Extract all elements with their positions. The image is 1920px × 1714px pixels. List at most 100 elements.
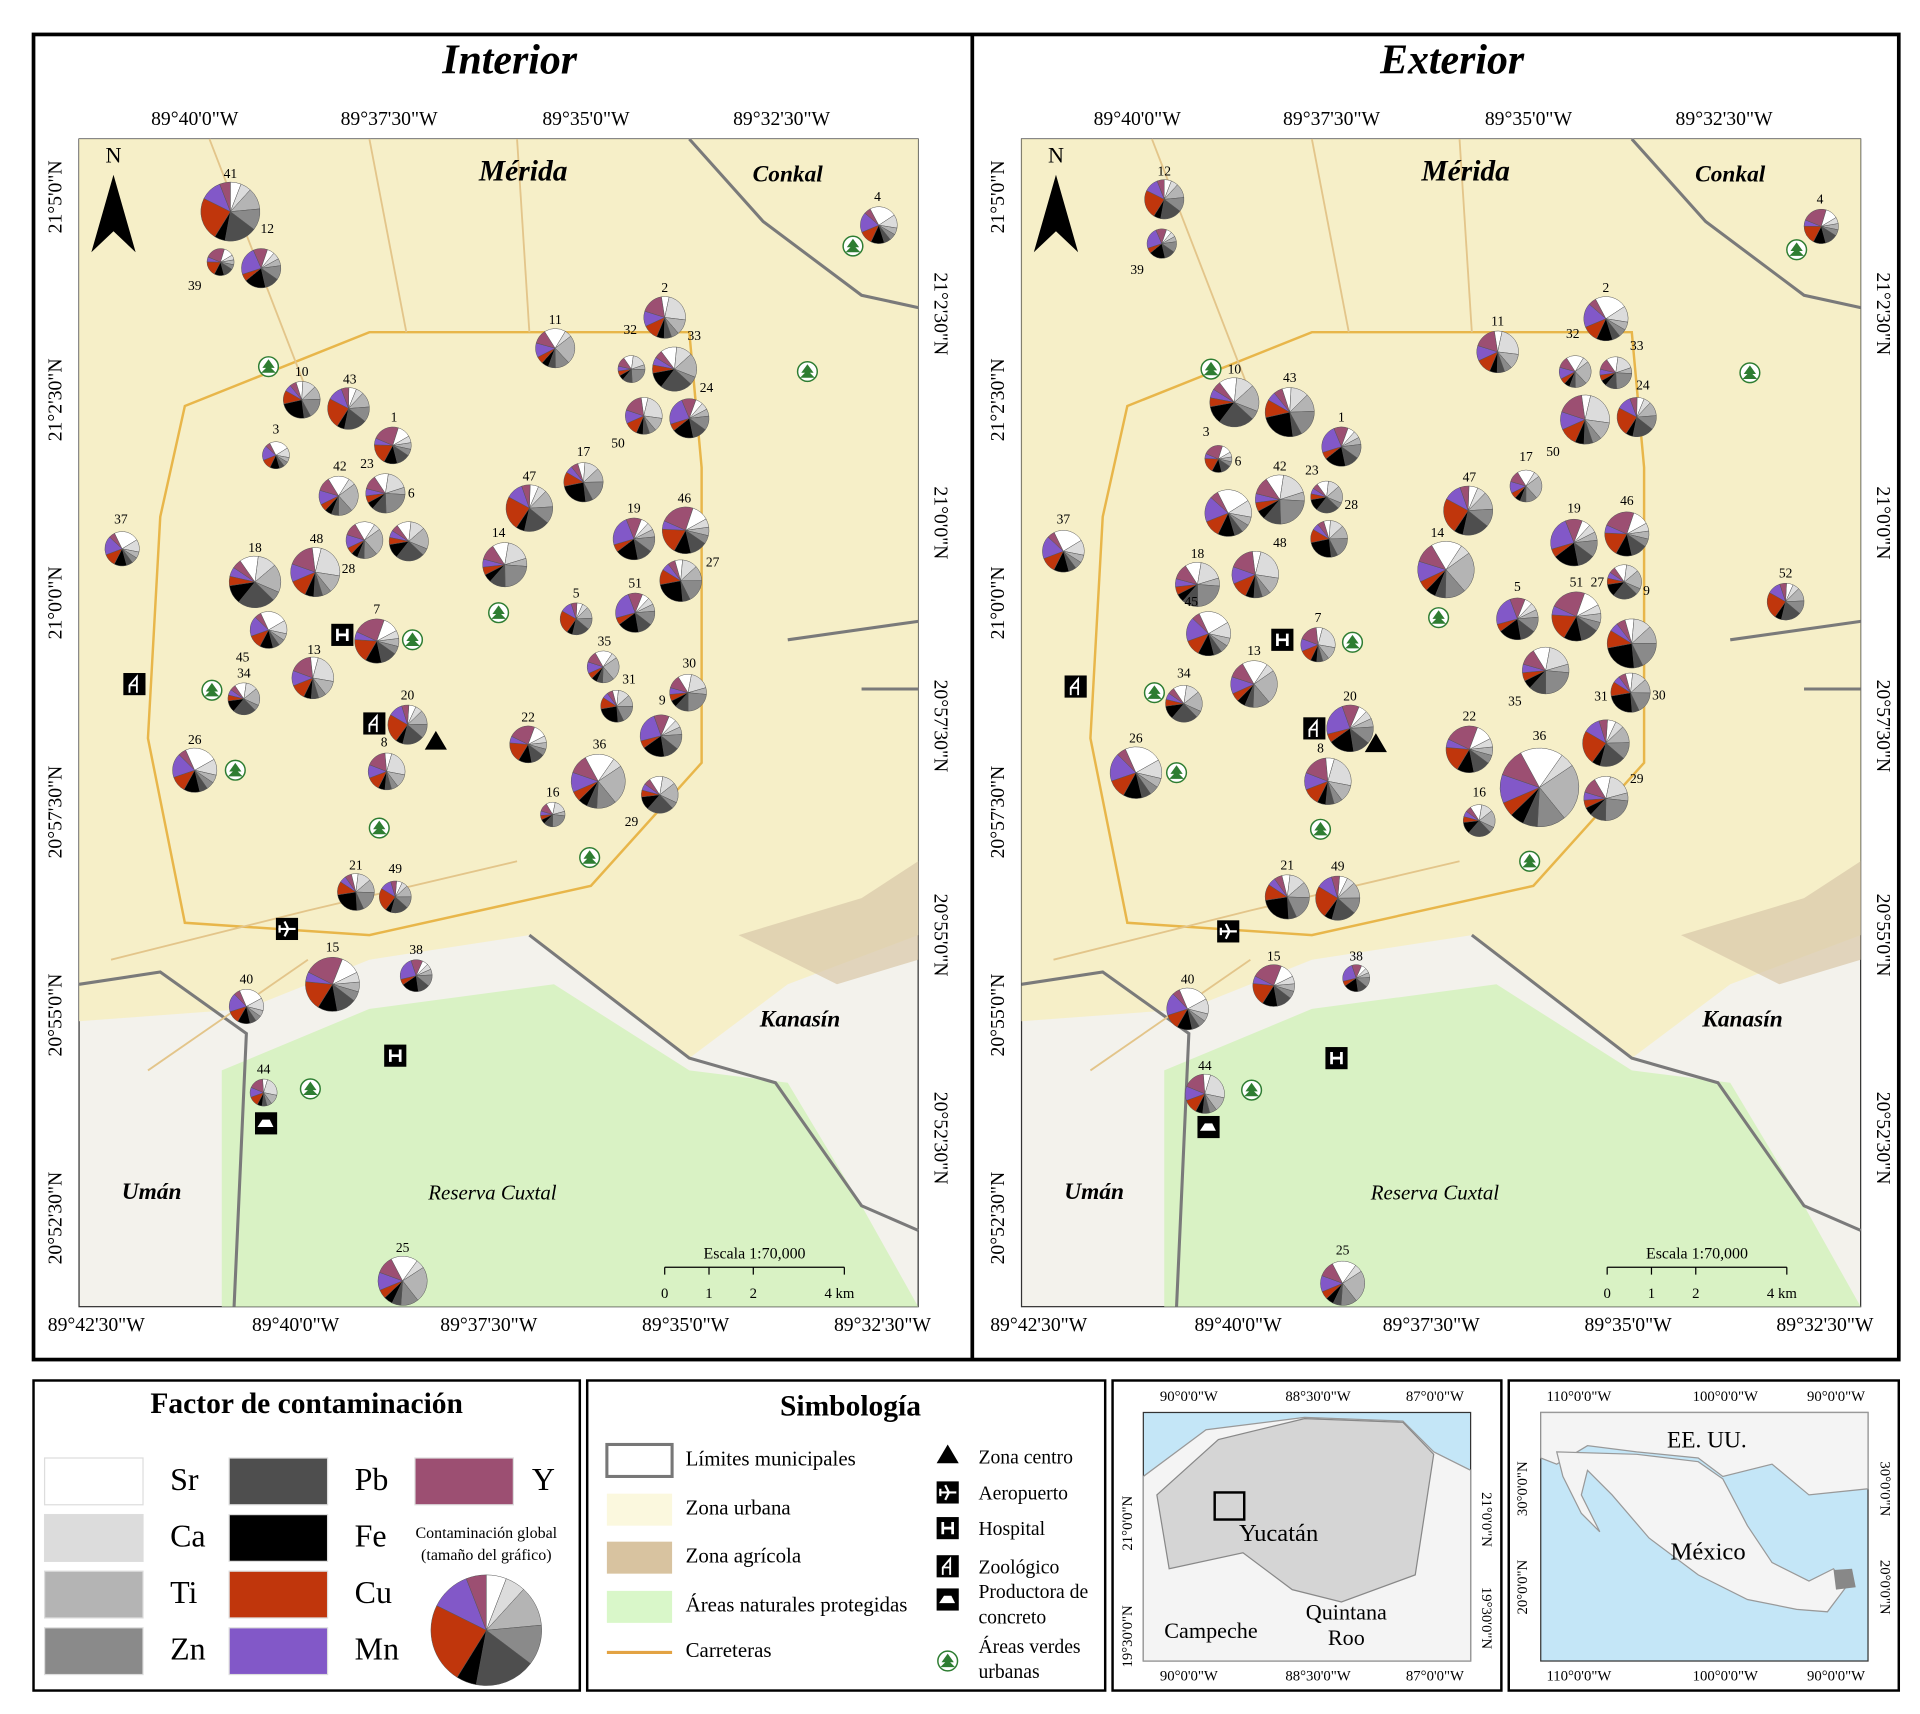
map-panel [78, 138, 919, 1308]
site-pie [1509, 469, 1543, 503]
tree-icon [1786, 239, 1808, 261]
site-label: 2 [661, 280, 668, 295]
site-pie [249, 1078, 278, 1107]
pie-slice [1257, 499, 1281, 519]
study-area [1213, 1491, 1246, 1521]
site-label: 13 [1247, 643, 1261, 658]
site-pie [206, 248, 235, 276]
inset-lat: 21°0'0"N [1120, 1496, 1136, 1551]
site-label: 37 [1057, 512, 1071, 527]
center-icon [1364, 733, 1387, 753]
site-label: 51 [628, 576, 642, 591]
site-label: 42 [333, 459, 347, 474]
lat-label-left: 21°5'0"N [44, 160, 66, 233]
hospital-h [941, 1521, 954, 1535]
pie-slice [228, 576, 256, 587]
factor-name: Zn [170, 1632, 206, 1667]
lon-label-bottom: 89°32'30"W [834, 1314, 931, 1336]
tree-icon [224, 759, 246, 781]
pie-slice [1497, 331, 1519, 355]
place-name: Conkal [753, 161, 824, 187]
tree-shape [1522, 853, 1538, 868]
scale-tick-label: 1 [1648, 1286, 1655, 1302]
site-label: 44 [1198, 1058, 1212, 1073]
site-pie [559, 602, 593, 636]
zoo-giraffe [941, 1556, 952, 1575]
pie-slice [1821, 217, 1839, 227]
site-pie [1559, 355, 1592, 388]
inset-lon: 88°30'0"W [1285, 1389, 1350, 1405]
lat-label-right: 21°2'30"N [1872, 272, 1894, 355]
north-label: N [106, 143, 122, 168]
pie-slice [185, 747, 215, 771]
center-icon [424, 730, 447, 750]
pie-slice [1598, 719, 1608, 744]
pie-slice [664, 317, 679, 338]
pie-slice [1610, 623, 1632, 644]
site-label: 40 [240, 972, 254, 987]
tree-shape [1345, 634, 1360, 649]
site-pie [377, 1255, 428, 1306]
site-pie [354, 618, 400, 664]
inset-lon: 110°0'0"W [1546, 1389, 1611, 1405]
site-label: 22 [1463, 708, 1477, 723]
agricultural-zone [1681, 861, 1861, 985]
pie-slice [1469, 738, 1493, 750]
site-label: 5 [1514, 579, 1521, 594]
symbol-label: Zona agrícola [686, 1543, 802, 1567]
site-pie [643, 296, 686, 339]
zoo-icon [123, 673, 146, 696]
lon-label-bottom: 89°42'30"W [990, 1314, 1087, 1336]
site-pie [617, 355, 646, 383]
scale-tick-label: 0 [1603, 1286, 1610, 1302]
place-name: Kanasín [759, 1007, 841, 1033]
tree-icon [937, 1650, 959, 1672]
municipal-boundary [528, 933, 919, 1232]
site-pie [1109, 746, 1162, 799]
lat-label-right: 20°57'30"N [930, 680, 952, 773]
pie-slice [663, 506, 694, 531]
symbol-label: urbanas [978, 1661, 1039, 1683]
panel-title: Exterior [1379, 38, 1525, 84]
site-label: 49 [1331, 859, 1345, 874]
symbol-swatch [606, 1493, 673, 1526]
pie-slice [388, 537, 409, 545]
scale-title: Escala 1:70,000 [1646, 1246, 1748, 1263]
pie-slice [1584, 395, 1610, 424]
site-label: 35 [598, 633, 612, 648]
pie-slice [1125, 746, 1159, 774]
site-label: 38 [409, 942, 423, 957]
pie-slice [312, 657, 334, 682]
pie-slice [659, 580, 683, 602]
site-label: 28 [342, 561, 356, 576]
yucatan-highlight [1833, 1568, 1856, 1590]
site-pie [505, 484, 553, 532]
legend-title: Simbología [780, 1391, 921, 1423]
lon-label-bottom: 89°37'30"W [440, 1314, 537, 1336]
lat-label-left: 20°57'30"N [44, 766, 66, 859]
site-label: 20 [401, 688, 415, 703]
site-pie [1175, 562, 1220, 607]
pie-slice [570, 602, 578, 619]
pie-slice [1522, 787, 1540, 828]
pie-slice [376, 630, 400, 642]
tree-shape [1313, 821, 1328, 836]
site-label: 31 [1594, 689, 1608, 704]
site-label: 32 [1566, 326, 1580, 341]
site-label: 29 [625, 814, 639, 829]
site-pie [1209, 377, 1260, 428]
lat-label-left: 21°0'0"N [987, 566, 1009, 639]
inset-lon: 110°0'0"W [1546, 1668, 1611, 1684]
lon-label-top: 89°32'30"W [1676, 108, 1773, 130]
pie-slice [219, 181, 231, 212]
site-label: 19 [1567, 500, 1581, 515]
tree-shape [491, 605, 506, 619]
site-pie [540, 801, 566, 828]
pie-slice [386, 771, 399, 790]
site-pie [509, 725, 547, 764]
pie-slice [1517, 599, 1532, 620]
site-pie [639, 714, 683, 757]
inset-land [1540, 1411, 1869, 1496]
pie-slice [1327, 758, 1352, 786]
